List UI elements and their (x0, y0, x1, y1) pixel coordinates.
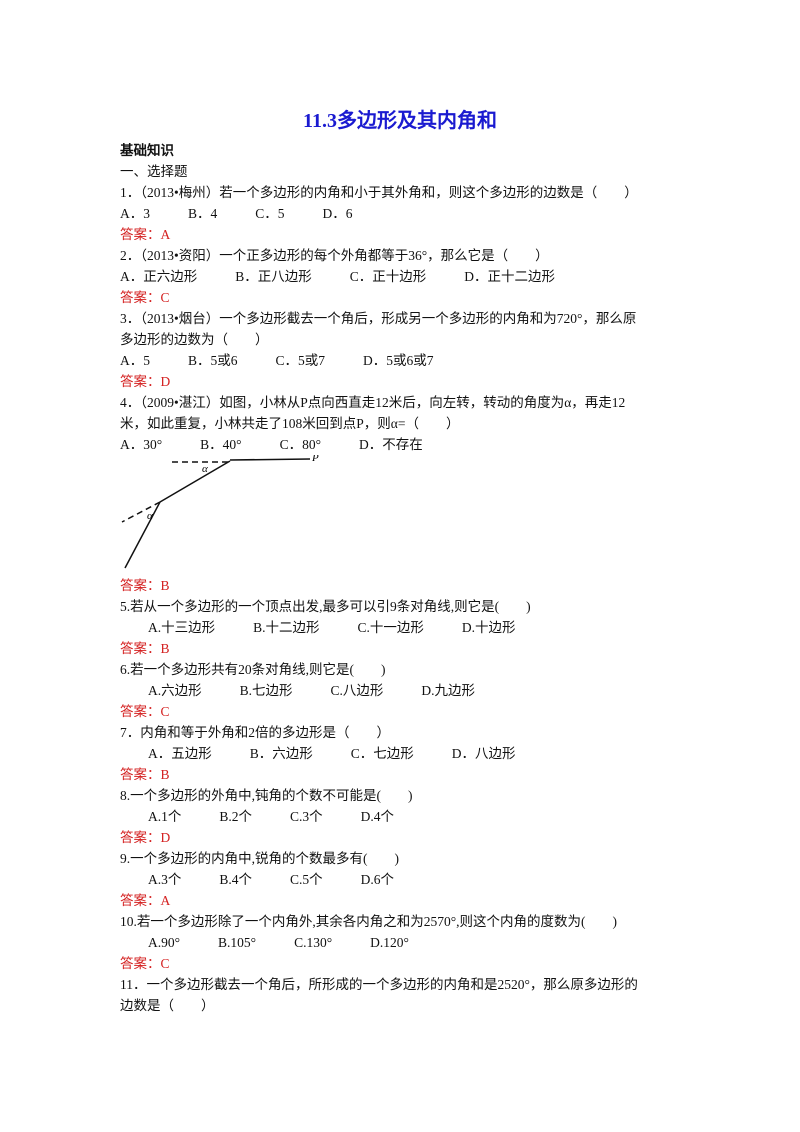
option: D．6 (322, 206, 353, 221)
figure-line (121, 501, 161, 523)
option: D．5或6或7 (363, 353, 434, 368)
option: B.105° (218, 935, 257, 950)
option: C．5或7 (275, 353, 326, 368)
option: A.90° (148, 935, 181, 950)
question: 8.一个多边形的外角中,钝角的个数不可能是( ) A.1个 B.2个 C.3个 D.4个… (120, 785, 680, 848)
option: C.130° (294, 935, 333, 950)
option: A.十三边形 (148, 620, 216, 635)
answer: 答案：D (120, 830, 171, 845)
option: C．5 (255, 206, 285, 221)
question-text: 9.一个多边形的内角中,锐角的个数最多有( ) (120, 851, 399, 866)
question-text: 7．内角和等于外角和2倍的多边形是（ ） (120, 725, 390, 740)
question: 1．（2013•梅州）若一个多边形的内角和小于其外角和，则这个多边形的边数是（ … (120, 182, 680, 245)
option: C.5个 (290, 872, 323, 887)
option: C.十一边形 (357, 620, 424, 635)
figure-line (124, 501, 161, 569)
question-text: 3．（2013•烟台）一个多边形截去一个角后，形成另一个多边形的内角和为720°… (120, 311, 637, 326)
question-text: 5.若从一个多边形的一个顶点出发,最多可以引9条对角线,则它是( ) (120, 599, 531, 614)
options: A．5 B．5或6 C．5或7 D．5或6或7 (120, 350, 680, 371)
options: A.六边形 B.七边形 C.八边形 D.九边形 (120, 680, 680, 701)
option: D.6个 (360, 872, 395, 887)
answer: 答案：C (120, 704, 170, 719)
answer: 答案：C (120, 290, 170, 305)
question: 7．内角和等于外角和2倍的多边形是（ ） A．五边形 B．六边形 C．七边形 D．八边形… (120, 722, 680, 785)
options: A.90° B.105° C.130° D.120° (120, 932, 680, 953)
answer: 答案：A (120, 893, 171, 908)
answer: 答案：D (120, 374, 171, 389)
question: 3．（2013•烟台）一个多边形截去一个角后，形成另一个多边形的内角和为720°… (120, 308, 680, 392)
option: B.七边形 (239, 683, 293, 698)
option: A.3个 (148, 872, 182, 887)
section-heading: 基础知识 (120, 143, 174, 158)
option: C.八边形 (330, 683, 384, 698)
option: B．4 (188, 206, 218, 221)
question-text: 11．一个多边形截去一个角后，所形成的一个多边形的内角和是2520°，那么原多边… (120, 977, 638, 992)
option: B.4个 (219, 872, 253, 887)
answer: 答案：B (120, 641, 170, 656)
title: 11.3多边形及其内角和 (303, 110, 497, 132)
option: D．不存在 (358, 437, 423, 452)
question-list: 1．（2013•梅州）若一个多边形的内角和小于其外角和，则这个多边形的边数是（ … (120, 182, 680, 1016)
question: 5.若从一个多边形的一个顶点出发,最多可以引9条对角线,则它是( ) A.十三边形… (120, 596, 680, 659)
option: D．正十二边形 (464, 269, 556, 284)
question: 6.若一个多边形共有20条对角线,则它是( ) A.六边形 B.七边形 C.八边形 D.… (120, 659, 680, 722)
option: A．3 (120, 206, 150, 221)
option: D.十边形 (461, 620, 516, 635)
option: C.3个 (290, 809, 323, 824)
options: A．30° B．40° C．80° D．不存在 (120, 434, 680, 455)
option: B．40° (200, 437, 242, 452)
options: A.十三边形 B.十二边形 C.十一边形 D.十边形 (120, 617, 680, 638)
figure-label: P (311, 455, 319, 464)
question-text: 6.若一个多边形共有20条对角线,则它是( ) (120, 662, 386, 677)
question-text: 多边形的边数为（ ） (120, 332, 269, 347)
options: A．3 B．4 C．5 D．6 (120, 203, 680, 224)
question: 11．一个多边形截去一个角后，所形成的一个多边形的内角和是2520°，那么原多边… (120, 974, 680, 1016)
answer: 答案：C (120, 956, 170, 971)
question: 4．（2009•湛江）如图，小林从P点向西直走12米后，向左转，转动的角度为α，… (120, 392, 680, 596)
option: A．30° (120, 437, 163, 452)
option: A.六边形 (148, 683, 202, 698)
question-text: 边数是（ ） (120, 998, 215, 1013)
question-text: 米，如此重复，小林共走了108米回到点P，则α=（ ） (120, 416, 460, 431)
option: A．5 (120, 353, 150, 368)
option: B.十二边形 (253, 620, 320, 635)
option: D．八边形 (451, 746, 516, 761)
options: A．正六边形 B．正八边形 C．正十边形 D．正十二边形 (120, 266, 680, 287)
option: A．正六边形 (120, 269, 198, 284)
answer: 答案：B (120, 578, 170, 593)
option: B．5或6 (188, 353, 238, 368)
question-text: 2．（2013•资阳）一个正多边形的每个外角都等于36°，那么它是（ ） (120, 248, 549, 263)
question: 2．（2013•资阳）一个正多边形的每个外角都等于36°，那么它是（ ） A．正六… (120, 245, 680, 308)
question: 10.若一个多边形除了一个内角外,其余各内角之和为2570°,则这个内角的度数为… (120, 911, 680, 974)
options: A．五边形 B．六边形 C．七边形 D．八边形 (120, 743, 680, 764)
figure-label: α (147, 510, 153, 522)
option: A．五边形 (148, 746, 212, 761)
option: B．六边形 (249, 746, 313, 761)
content: 基础知识 一、选择题 1．（2013•梅州）若一个多边形的内角和小于其外角和，则… (120, 140, 680, 1016)
subsection-heading: 一、选择题 (120, 164, 188, 179)
answer: 答案：B (120, 767, 170, 782)
option: B．正八边形 (235, 269, 312, 284)
figure-line (229, 458, 311, 461)
options: A.3个 B.4个 C.5个 D.6个 (120, 869, 680, 890)
question-text: 4．（2009•湛江）如图，小林从P点向西直走12米后，向左转，转动的角度为α，… (120, 395, 626, 410)
question-text: 8.一个多边形的外角中,钝角的个数不可能是( ) (120, 788, 413, 803)
question-text: 1．（2013•梅州）若一个多边形的内角和小于其外角和，则这个多边形的边数是（ … (120, 185, 638, 200)
figure-label: α (202, 463, 208, 475)
question-text: 10.若一个多边形除了一个内角外,其余各内角之和为2570°,则这个内角的度数为… (120, 914, 618, 929)
option: C．七边形 (350, 746, 414, 761)
option: C．80° (279, 437, 321, 452)
answer: 答案：A (120, 227, 171, 242)
option: C．正十边形 (349, 269, 427, 284)
options: A.1个 B.2个 C.3个 D.4个 (120, 806, 680, 827)
option: D.120° (370, 935, 409, 950)
figure: α α P (121, 455, 319, 569)
question: 9.一个多边形的内角中,锐角的个数最多有( ) A.3个 B.4个 C.5个 D.6个答… (120, 848, 680, 911)
option: B.2个 (219, 809, 253, 824)
option: D.4个 (360, 809, 395, 824)
option: D.九边形 (421, 683, 476, 698)
figure-line (159, 460, 231, 503)
option: A.1个 (148, 809, 182, 824)
